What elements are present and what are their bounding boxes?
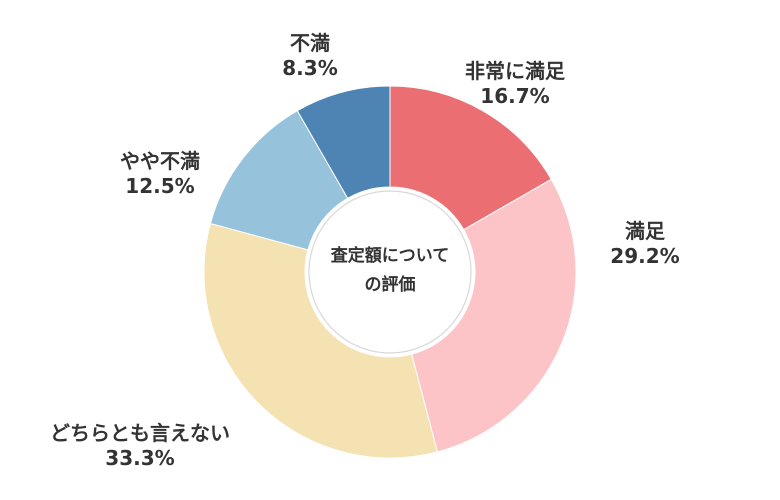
slice-value-3: 12.5% xyxy=(125,174,194,198)
slice-label-1: 満足 xyxy=(625,219,666,243)
slice-value-0: 16.7% xyxy=(480,84,549,108)
slice-value-4: 8.3% xyxy=(282,56,337,80)
center-ring-line xyxy=(308,190,472,354)
slice-0 xyxy=(389,85,552,231)
slice-label-4: 不満 xyxy=(290,31,330,55)
slice-value-2: 33.3% xyxy=(105,446,174,470)
slice-label-3: やや不満 xyxy=(120,149,200,173)
slice-label-0: 非常に満足 xyxy=(465,59,566,83)
slices-group xyxy=(203,85,577,459)
center-label-line-1: 査定額について xyxy=(330,245,450,266)
slice-label-2: どちらとも言えない xyxy=(50,421,230,445)
center-label-line-2: の評価 xyxy=(365,274,416,295)
center-ring xyxy=(305,187,475,357)
slice-value-1: 29.2% xyxy=(610,244,679,268)
